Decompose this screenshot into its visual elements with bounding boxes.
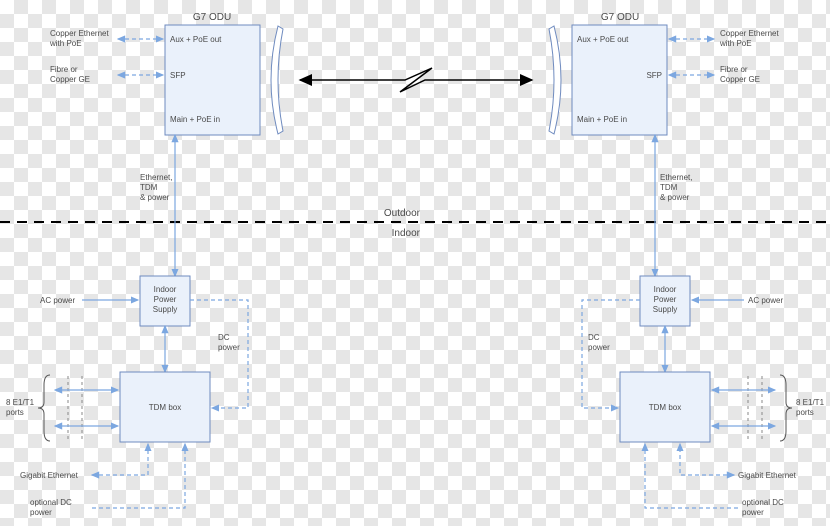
left-riser-l1: Ethernet,: [140, 173, 172, 182]
divider-bottom-label: Indoor: [392, 228, 421, 239]
right-dcopt-l1: optional DC: [742, 498, 784, 507]
left-brace: [38, 375, 50, 441]
left-odu-title: G7 ODU: [193, 12, 231, 23]
right-odu-aux: Aux + PoE out: [577, 35, 629, 44]
right-ext-sfp-l2: Copper GE: [720, 75, 760, 84]
right-riser-l2: TDM: [660, 183, 678, 192]
right-dcopt-l2: power: [742, 508, 764, 517]
left-ge-label: Gigabit Ethernet: [20, 471, 79, 480]
right-ports-l1: 8 E1/T1: [796, 398, 825, 407]
rf-link: [300, 68, 532, 92]
right-odu-sfp: SFP: [646, 71, 662, 80]
divider-top-label: Outdoor: [384, 208, 421, 219]
left-ports-l1: 8 E1/T1: [6, 398, 35, 407]
right-odu-main: Main + PoE in: [577, 115, 627, 124]
right-ext-aux-l2: with PoE: [719, 39, 752, 48]
left-dcopt-link: [92, 444, 185, 508]
left-dc-l2: power: [218, 343, 240, 352]
right-ips-l1: Indoor: [654, 285, 677, 294]
right-ge-label: Gigabit Ethernet: [738, 471, 797, 480]
left-odu-aux: Aux + PoE out: [170, 35, 222, 44]
left-ports-l2: ports: [6, 408, 24, 417]
left-odu-sfp: SFP: [170, 71, 186, 80]
left-ips-l1: Indoor: [154, 285, 177, 294]
right-ge-link: [680, 444, 734, 475]
left-ext-aux-l2: with PoE: [49, 39, 82, 48]
diagram-svg: Outdoor Indoor G7 ODU Aux + PoE out SFP …: [0, 0, 830, 526]
right-antenna: [549, 26, 561, 134]
right-brace: [780, 375, 792, 441]
right-ext-aux-l1: Copper Ethernet: [720, 29, 779, 38]
right-dc-l2: power: [588, 343, 610, 352]
right-tdm-label: TDM box: [649, 403, 681, 412]
right-ports-l2: ports: [796, 408, 814, 417]
right-ac-label: AC power: [748, 296, 783, 305]
left-ips-l3: Supply: [153, 305, 177, 314]
left-odu-main: Main + PoE in: [170, 115, 220, 124]
left-dcopt-l1: optional DC: [30, 498, 72, 507]
left-ac-label: AC power: [40, 296, 75, 305]
right-odu-title: G7 ODU: [601, 12, 639, 23]
left-dc-l1: DC: [218, 333, 230, 342]
left-ext-sfp-l1: Fibre or: [50, 65, 78, 74]
right-riser-l1: Ethernet,: [660, 173, 692, 182]
left-antenna: [271, 26, 283, 134]
left-dcopt-l2: power: [30, 508, 52, 517]
left-ext-aux-l1: Copper Ethernet: [50, 29, 109, 38]
right-dc-l1: DC: [588, 333, 600, 342]
left-ge-link: [92, 444, 148, 475]
right-ext-sfp-l1: Fibre or: [720, 65, 748, 74]
right-riser-l3: & power: [660, 193, 690, 202]
left-tdm-label: TDM box: [149, 403, 181, 412]
right-ips-l2: Power: [654, 295, 677, 304]
right-dcopt-link: [645, 444, 738, 508]
left-riser-l2: TDM: [140, 183, 158, 192]
left-ext-sfp-l2: Copper GE: [50, 75, 90, 84]
left-ips-l2: Power: [154, 295, 177, 304]
right-ips-l3: Supply: [653, 305, 677, 314]
left-riser-l3: & power: [140, 193, 170, 202]
